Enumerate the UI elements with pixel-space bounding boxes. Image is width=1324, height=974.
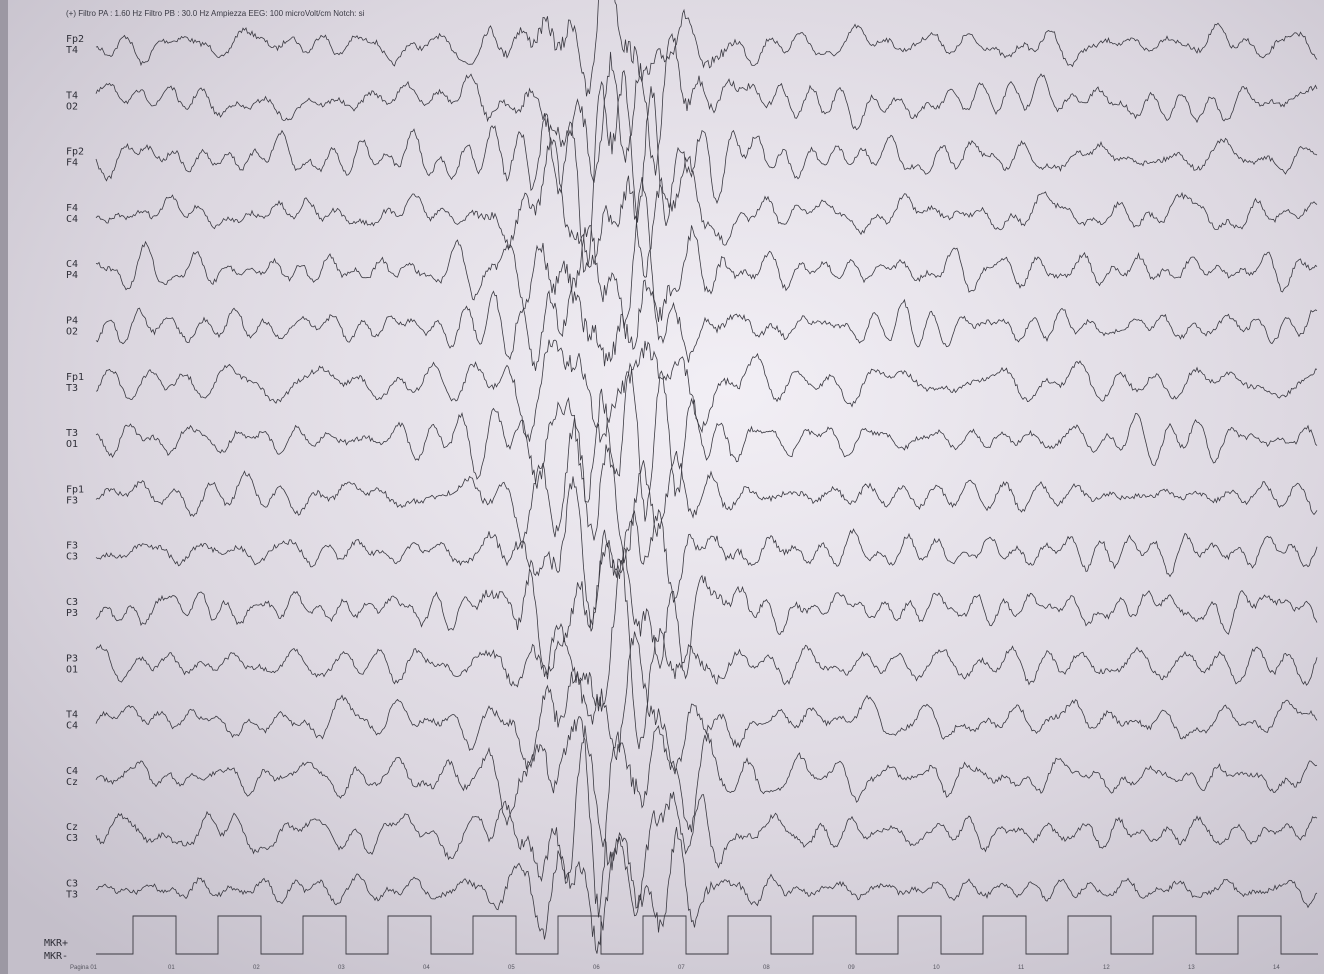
channel-label: T4 <box>66 45 78 56</box>
channel-label: C3 <box>66 597 78 608</box>
channel-label: T3 <box>66 383 78 394</box>
time-mark: 04 <box>423 965 430 971</box>
time-mark: 11 <box>1018 965 1025 971</box>
page-label: Pagina 01 <box>70 965 98 971</box>
paper <box>0 0 1324 974</box>
channel-label: F4 <box>66 203 78 214</box>
channel-label: C3 <box>66 879 78 890</box>
channel-label: P4 <box>66 316 78 327</box>
channel-label: F3 <box>66 541 78 552</box>
channel-label: T4 <box>66 90 78 101</box>
time-mark: 12 <box>1103 965 1110 971</box>
time-mark: 06 <box>593 965 600 971</box>
channel-label: T3 <box>66 428 78 439</box>
channel-label: F3 <box>66 495 78 506</box>
channel-label: Fp2 <box>66 147 84 158</box>
time-mark: 13 <box>1188 965 1195 971</box>
channel-label: C3 <box>66 833 78 844</box>
marker-label: MKR- <box>44 951 68 962</box>
channel-label: Fp1 <box>66 372 84 383</box>
channel-label: F4 <box>66 158 78 169</box>
eeg-printout: (+) Filtro PA : 1.60 Hz Filtro PB : 30.0… <box>0 0 1324 974</box>
time-mark: 14 <box>1273 965 1280 971</box>
channel-label: P3 <box>66 653 78 664</box>
channel-label: O2 <box>66 101 78 112</box>
channel-label: Fp1 <box>66 484 84 495</box>
time-mark: 03 <box>338 965 345 971</box>
time-mark: 01 <box>168 965 175 971</box>
channel-label: P3 <box>66 608 78 619</box>
time-mark: 10 <box>933 965 940 971</box>
channel-label: Cz <box>66 822 78 833</box>
time-mark: 02 <box>253 965 260 971</box>
channel-label: T4 <box>66 710 78 721</box>
paper-edge <box>0 0 8 974</box>
time-mark: 08 <box>763 965 770 971</box>
marker-label: MKR+ <box>44 938 68 949</box>
channel-label: C4 <box>66 766 78 777</box>
time-mark: 05 <box>508 965 515 971</box>
channel-label: O1 <box>66 664 78 675</box>
channel-label: Fp2 <box>66 34 84 45</box>
channel-label: O2 <box>66 327 78 338</box>
header: (+) Filtro PA : 1.60 Hz Filtro PB : 30.0… <box>66 9 365 18</box>
time-mark: 07 <box>678 965 685 971</box>
channel-label: C4 <box>66 259 78 270</box>
channel-label: T3 <box>66 890 78 901</box>
channel-label: C4 <box>66 721 78 732</box>
channel-label: O1 <box>66 439 78 450</box>
channel-label: P4 <box>66 270 78 281</box>
channel-label: C4 <box>66 214 78 225</box>
time-mark: 09 <box>848 965 855 971</box>
channel-label: Cz <box>66 777 78 788</box>
channel-label: C3 <box>66 552 78 563</box>
